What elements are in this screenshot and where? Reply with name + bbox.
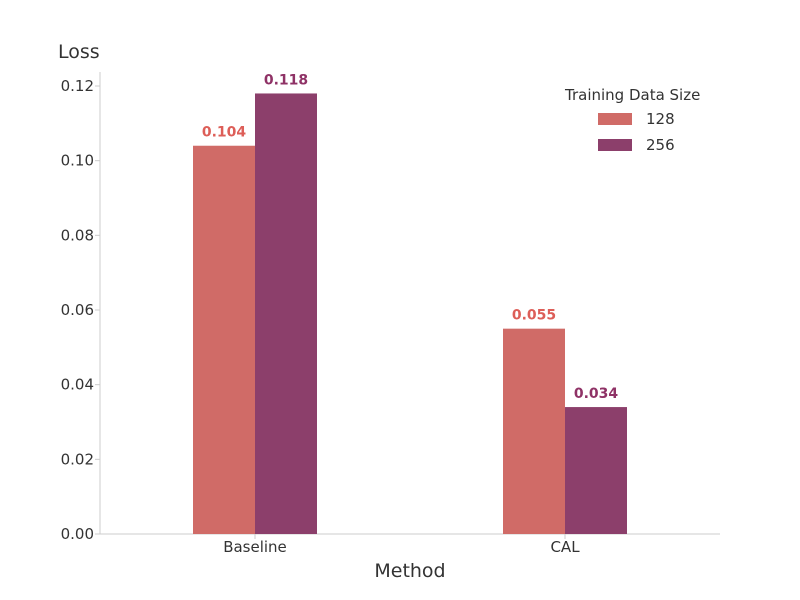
legend-swatch-256 [598,139,632,151]
bar-256-baseline [255,93,317,534]
bar-labels: 0.104 0.055 0.118 0.034 [202,72,619,402]
y-tick-label: 0.02 [61,450,94,468]
bar-128-baseline [193,145,255,534]
bar-value-label: 0.034 [574,386,619,402]
x-tick-label: Baseline [223,538,287,556]
y-ticks: 0.00 0.02 0.04 0.06 0.08 0.10 0.12 [61,77,100,543]
bar-value-label: 0.118 [264,72,308,88]
y-tick-label: 0.12 [61,77,94,95]
bar-value-label: 0.104 [202,125,247,141]
bars [193,93,627,534]
x-ticks: Baseline CAL [223,534,580,556]
legend-label-128: 128 [646,110,675,128]
legend-title: Training Data Size [564,86,700,104]
bar-128-cal [503,328,565,534]
bar-value-label: 0.055 [512,308,556,324]
y-tick-label: 0.06 [61,301,94,319]
x-axis-title: Method [374,560,445,582]
bar-256-cal [565,407,627,534]
y-tick-label: 0.08 [61,226,94,244]
legend-swatch-128 [598,113,632,125]
y-tick-label: 0.04 [61,376,94,394]
y-axis-title: Loss [58,41,100,63]
y-tick-label: 0.00 [61,525,94,543]
legend-label-256: 256 [646,136,675,154]
y-tick-label: 0.10 [61,152,94,170]
x-tick-label: CAL [550,538,580,556]
